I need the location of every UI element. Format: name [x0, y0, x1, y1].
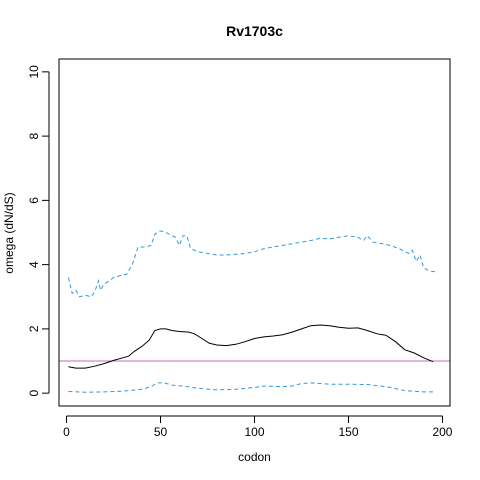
axes: 0 50 100 150 200 0 2 4 6 8 10	[27, 65, 453, 439]
series-line-upper	[67, 230, 436, 298]
y-tick-label: 4	[27, 261, 41, 268]
chart-title: Rv1703c	[226, 23, 283, 39]
y-tick-label: 6	[27, 197, 41, 204]
y-tick-label: 8	[27, 132, 41, 139]
series-line-lower	[68, 382, 435, 393]
y-tick-label: 0	[27, 389, 41, 396]
y-tick-label: 10	[27, 65, 41, 79]
x-tick-label: 0	[63, 425, 70, 439]
x-tick-label: 200	[432, 425, 452, 439]
series-line-median	[68, 324, 434, 369]
plot-box	[58, 58, 451, 407]
x-axis-label: codon	[238, 450, 271, 464]
x-tick-label: 50	[154, 425, 168, 439]
plot-area	[59, 230, 450, 393]
x-tick-label: 100	[244, 425, 264, 439]
y-tick-label: 2	[27, 325, 41, 332]
y-axis-label: omega (dN/dS)	[2, 192, 16, 273]
x-tick-label: 150	[338, 425, 358, 439]
